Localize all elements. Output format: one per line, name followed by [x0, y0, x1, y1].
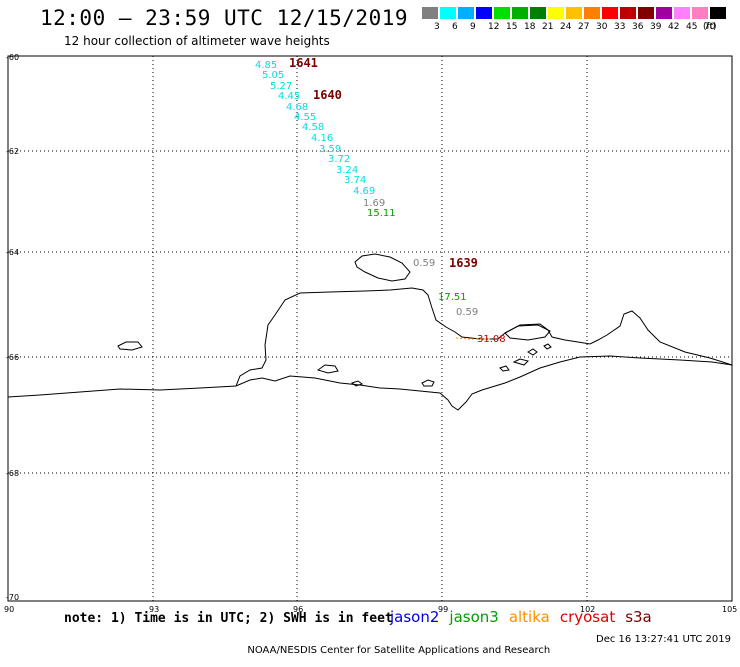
legend-swatch: [547, 6, 565, 20]
legend-label: 24: [560, 22, 572, 32]
legend-label: 6: [452, 22, 458, 32]
wave-height-value: 4.85: [255, 60, 277, 71]
pass-number: 1641: [289, 56, 318, 70]
color-scale-legend: [421, 6, 727, 20]
legend-label: 12: [488, 22, 500, 32]
satellite-name: altika: [508, 608, 550, 626]
wave-height-value: 3.59: [319, 144, 341, 155]
lon-labels: 90 93 96 99 102 105: [4, 605, 737, 614]
legend-swatch: [439, 6, 457, 20]
lon-label: 93: [149, 605, 159, 614]
timestamp-text: Dec 16 13:27:41 UTC 2019: [596, 634, 731, 645]
legend-swatch: [619, 6, 637, 20]
legend-swatch: [565, 6, 583, 20]
legend-swatch: [511, 6, 529, 20]
wave-height-value: 1.69: [363, 198, 385, 209]
lon-label: 96: [293, 605, 303, 614]
legend-label: 36: [632, 22, 644, 32]
legend-label: 3: [434, 22, 440, 32]
wave-height-value: 4.55: [294, 112, 316, 123]
wave-height-value: 5.05: [262, 70, 284, 81]
wave-height-value: 4.69: [353, 186, 375, 197]
legend-label: (ft): [703, 22, 717, 32]
wave-height-value: 31.08: [477, 334, 506, 345]
lon-label: 102: [580, 605, 595, 614]
legend-swatch: [637, 6, 655, 20]
altimeter-map: -60 -62 -64 -66 -68 -70 90 93 96 99 102 …: [4, 53, 737, 614]
legend-swatch: [457, 6, 475, 20]
wave-height-value: 17.51: [438, 292, 467, 303]
note-text: note: 1) Time is in UTC; 2) SWH is in fe…: [64, 611, 393, 626]
legend-label: 45: [686, 22, 698, 32]
wave-height-value: 4.16: [311, 133, 333, 144]
legend-swatch: [475, 6, 493, 20]
lon-label: 105: [722, 605, 737, 614]
legend-swatch: [529, 6, 547, 20]
wave-height-value: 3.72: [328, 154, 350, 165]
satellite-name: s3a: [625, 608, 652, 626]
lat-label: -68: [6, 469, 19, 478]
lat-label: -60: [6, 53, 19, 62]
satellite-name: jason2: [390, 608, 440, 626]
legend-swatch: [493, 6, 511, 20]
lon-label: 90: [4, 605, 14, 614]
legend-label: 27: [578, 22, 590, 32]
legend-label: 39: [650, 22, 662, 32]
legend-swatch: [691, 6, 709, 20]
legend-label: 9: [470, 22, 476, 32]
wave-height-value: 5.27: [270, 81, 292, 92]
legend-label: 15: [506, 22, 518, 32]
credit-text: NOAA/NESDIS Center for Satellite Applica…: [247, 645, 551, 656]
footer: NOAA/NESDIS Center for Satellite Applica…: [241, 634, 731, 667]
pass-number: 1639: [449, 256, 478, 270]
map-frame: [7, 55, 733, 602]
legend-label: 33: [614, 22, 626, 32]
satellite-legend: jason2 jason3 altika cryosat s3a: [390, 608, 662, 626]
lat-label: -66: [6, 353, 19, 362]
legend-swatch: [655, 6, 673, 20]
map-title: 12:00 – 23:59 UTC 12/15/2019: [40, 6, 409, 30]
lat-label: -64: [6, 248, 19, 257]
lat-lon-grid: [8, 56, 732, 601]
lat-label: -70: [6, 593, 19, 602]
legend-label: 30: [596, 22, 608, 32]
legend-label: 70: [704, 22, 716, 32]
legend-swatch: [421, 6, 439, 20]
legend-swatch: [673, 6, 691, 20]
wave-height-value: 0.59: [456, 307, 478, 318]
legend-swatch: [601, 6, 619, 20]
wave-height-value: 3.24: [336, 165, 358, 176]
altika-track: [455, 337, 490, 340]
legend-swatch: [709, 6, 727, 20]
legend-label: 18: [524, 22, 536, 32]
legend-swatch: [583, 6, 601, 20]
legend-label: 42: [668, 22, 680, 32]
legend-label: 21: [542, 22, 554, 32]
satellite-name: cryosat: [559, 608, 616, 626]
lat-label: -62: [6, 147, 19, 156]
lat-labels: -60 -62 -64 -66 -68 -70: [6, 53, 19, 602]
wave-height-value: 0.59: [413, 258, 435, 269]
wave-height-value: 3.74: [344, 175, 366, 186]
wave-height-value: 4.45: [278, 91, 300, 102]
map-subtitle: 12 hour collection of altimeter wave hei…: [64, 34, 330, 48]
wave-height-value: 4.68: [286, 102, 308, 113]
wave-height-value: 15.11: [367, 208, 396, 219]
wave-height-value: 4.58: [302, 122, 324, 133]
coastline: [7, 253, 733, 411]
wave-heights-track: 4.85 5.05 5.27 4.45 4.68 4.55 4.58 4.16 …: [255, 60, 375, 197]
pass-number: 1640: [313, 88, 342, 102]
lon-label: 99: [438, 605, 448, 614]
satellite-name: jason3: [449, 608, 499, 626]
